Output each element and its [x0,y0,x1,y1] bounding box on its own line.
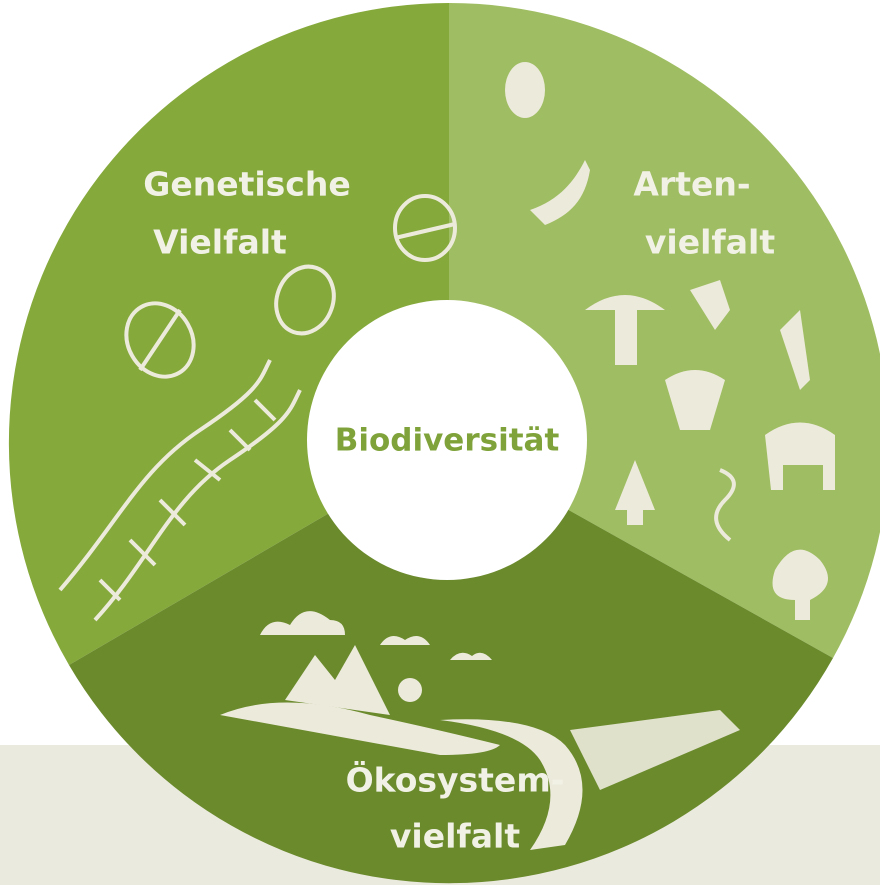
segment-label: Arten- [633,165,750,204]
segment-label: Genetische [143,165,351,204]
segment-label: vielfalt [645,223,775,262]
segment-label: vielfalt [390,817,520,856]
segment-label: Vielfalt [153,223,287,262]
center-label: Biodiversität [335,423,560,459]
diagram: Biodiversität Genetische Vielfalt Arten-… [0,0,880,885]
segment-label: Ökosystem- [346,760,565,800]
